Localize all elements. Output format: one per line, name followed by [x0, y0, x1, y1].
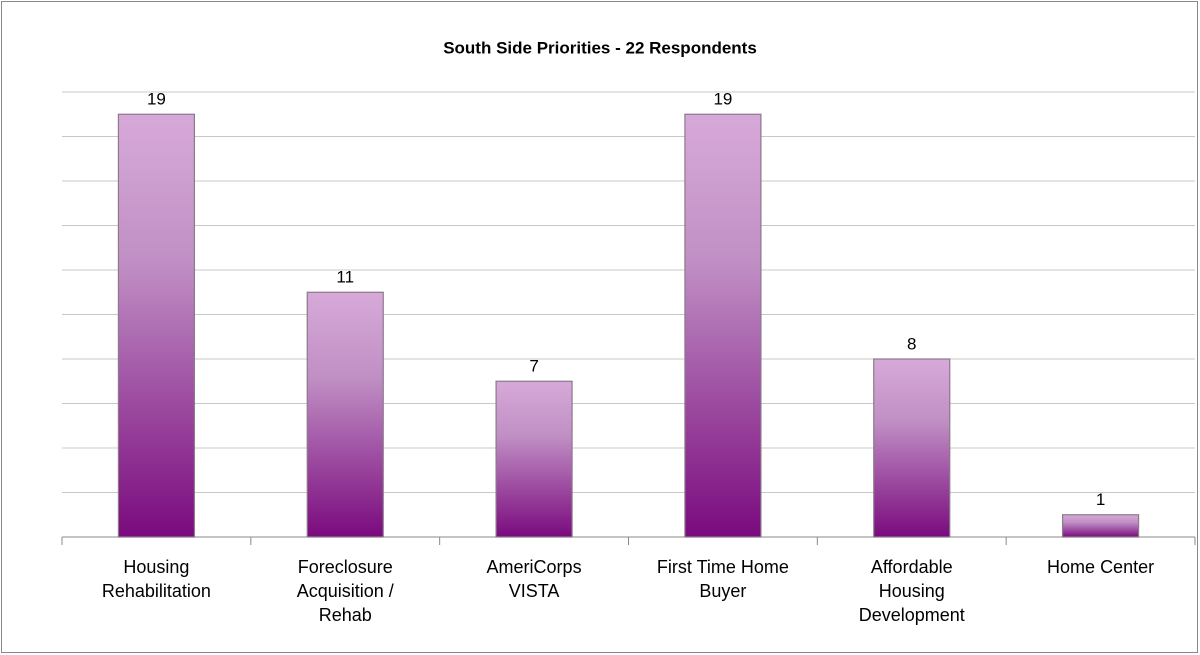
- bar: [873, 358, 951, 538]
- bar: [684, 113, 762, 538]
- data-label: 8: [907, 334, 916, 353]
- data-label: 19: [147, 90, 166, 109]
- data-label: 7: [529, 357, 538, 376]
- x-tick-label: Foreclosure Acquisition / Rehab: [296, 557, 394, 625]
- bar: [306, 291, 384, 538]
- bar: [1061, 514, 1140, 538]
- x-tick-label: AmeriCorps VISTA: [486, 557, 582, 601]
- data-label: 11: [336, 268, 354, 287]
- data-label: 1: [1096, 490, 1105, 509]
- data-label: 19: [713, 90, 732, 109]
- bar: [117, 113, 196, 538]
- x-tick-label: Home Center: [1047, 557, 1155, 577]
- chart-title: South Side Priorities - 22 Respondents: [443, 38, 757, 57]
- x-tick-label: First Time Home Buyer: [656, 557, 789, 601]
- x-tick-label: Affordable Housing Development: [858, 557, 965, 625]
- bar: [495, 380, 573, 538]
- x-tick-label: Housing Rehabilitation: [101, 557, 211, 601]
